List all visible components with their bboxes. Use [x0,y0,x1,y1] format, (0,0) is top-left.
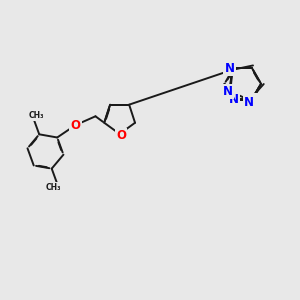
Text: N: N [222,85,233,98]
Text: CH₃: CH₃ [29,111,44,120]
Text: N: N [244,96,254,109]
Text: O: O [70,118,80,132]
Text: N: N [229,93,239,106]
Text: N: N [247,94,257,107]
Text: O: O [116,129,126,142]
Text: CH₃: CH₃ [46,183,62,192]
Text: N: N [225,62,235,75]
